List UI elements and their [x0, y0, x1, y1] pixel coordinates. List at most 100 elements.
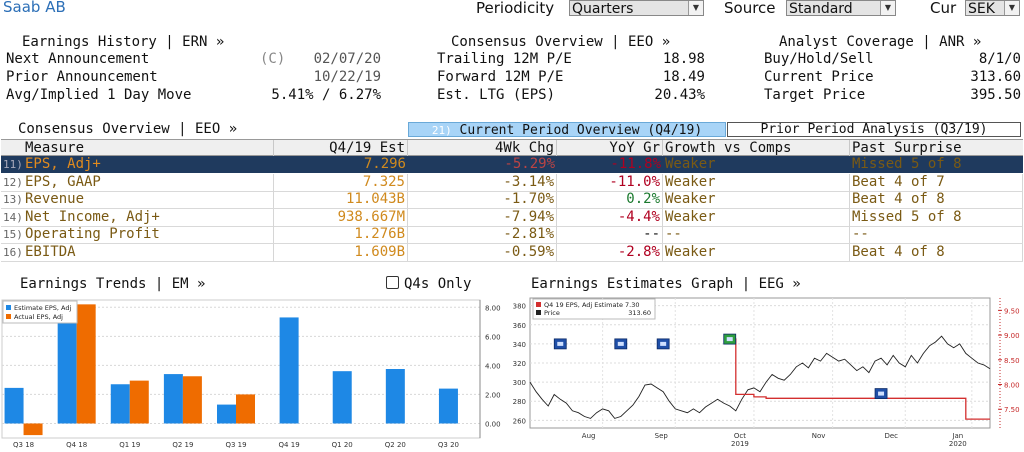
measure-cell[interactable]: EPS, GAAP — [23, 173, 274, 191]
table-row[interactable]: 16) EBITDA 1.609B -0.59% -2.8% Weaker Beat 4 o… — [1, 243, 1023, 262]
col-header-yoy[interactable]: YoY Gr — [557, 140, 663, 157]
event-marker-glyph — [617, 341, 624, 346]
table-row[interactable]: 11) EPS, Adj+ 7.296 -5.29% -11.8% Weaker Misse… — [1, 156, 1023, 173]
col-header-chg[interactable]: 4Wk Chg — [408, 140, 557, 157]
measure-cell[interactable]: Operating Profit — [23, 226, 274, 243]
growth-cell: Weaker — [663, 243, 850, 261]
ac-value: 395.50 — [970, 87, 1021, 103]
x-tick-label: Aug — [582, 432, 596, 440]
co-label: Trailing 12M P/E — [437, 51, 572, 67]
y-left-tick-label: 380 — [513, 303, 526, 311]
analyst-coverage-link[interactable]: Analyst Coverage | ANR » — [779, 34, 982, 50]
event-marker-glyph — [660, 341, 667, 346]
x-tick-label: Oct — [734, 432, 746, 440]
legend-value-price: 313.60 — [628, 309, 651, 317]
row-number: 13) — [3, 193, 23, 206]
price-line — [529, 335, 991, 419]
est-cell: 11.043B — [274, 191, 408, 208]
estimate-bar — [4, 387, 24, 424]
table-header: Measure Q4/19 Est 4Wk Chg YoY Gr Growth … — [1, 139, 1023, 157]
yoy-cell: -11.8% — [610, 156, 661, 172]
chevron-down-icon[interactable]: ▼ — [688, 1, 703, 15]
estimates-graph-link[interactable]: Earnings Estimates Graph | EEG » — [531, 276, 801, 292]
y-left-tick-label: 340 — [513, 341, 526, 349]
checkbox-icon[interactable] — [386, 276, 399, 289]
surprise-cell: Beat 4 of 7 — [850, 173, 1023, 191]
earnings-history-row: Next Announcement (C) 02/07/20 — [6, 51, 381, 67]
y-left-tick-label: 360 — [513, 322, 526, 330]
table-row[interactable]: 12) EPS, GAAP 7.325 -3.14% -11.0% Weaker Beat … — [1, 173, 1023, 192]
table-row[interactable]: 13) Revenue 11.043B -1.70% 0.2% Weaker Beat 4 … — [1, 191, 1023, 209]
earnings-estimates-chart: 260 280 300 320 340 360 380 7.50 8.00 8.50 9.00 9.5… — [513, 297, 1020, 448]
tab-prior-label: Prior Period Analysis (Q3/19) — [760, 122, 988, 137]
periodicity-select[interactable]: Quarters ▼ — [569, 0, 704, 17]
chg-cell: -7.94% — [408, 208, 557, 226]
measure-cell[interactable]: Net Income, Adj+ — [23, 208, 274, 226]
col-header-surprise[interactable]: Past Surprise — [852, 140, 962, 156]
consensus-overview-link[interactable]: Consensus Overview | EEO » — [451, 34, 671, 50]
y-tick-label: 4.00 — [485, 362, 501, 370]
actual-bar — [182, 376, 202, 424]
est-cell: 7.296 — [363, 156, 406, 172]
x-tick-label: Q3 20 — [438, 441, 459, 449]
tab-prior-period[interactable]: Prior Period Analysis (Q3/19) — [727, 122, 1021, 137]
consensus-row: Trailing 12M P/E 18.98 — [437, 51, 705, 67]
source-select[interactable]: Standard ▼ — [786, 0, 896, 17]
chevron-down-icon[interactable]: ▼ — [880, 1, 895, 15]
eh-label: Avg/Implied 1 Day Move — [6, 87, 192, 103]
q4s-only-toggle[interactable]: Q4s Only — [386, 276, 471, 292]
table-row[interactable]: 14) Net Income, Adj+ 938.667M -7.94% -4.4% We… — [1, 208, 1023, 227]
x-year-label: 2019 — [731, 440, 749, 448]
consensus-table: Measure Q4/19 Est 4Wk Chg YoY Gr Growth … — [1, 139, 1023, 262]
co-value: 20.43% — [654, 87, 705, 103]
legend-swatch-estimate — [536, 302, 541, 307]
y-right-tick-label: 8.00 — [1004, 382, 1020, 390]
y-right-tick-label: 9.50 — [1004, 307, 1020, 315]
legend-label-actual: Actual EPS, Adj — [14, 313, 63, 321]
x-year-label: 2020 — [949, 440, 967, 448]
x-tick-label: Sep — [655, 432, 669, 440]
est-cell: 1.609B — [274, 243, 408, 261]
co-value: 18.49 — [662, 69, 705, 85]
eh-value: 10/22/19 — [313, 69, 381, 85]
measure-cell[interactable]: Revenue — [23, 191, 274, 208]
row-number: 16) — [3, 245, 23, 259]
measure-cell[interactable]: EPS, Adj+ — [25, 156, 101, 172]
surprise-cell: Missed 5 of 8 — [850, 208, 1023, 226]
legend-swatch-price — [536, 310, 541, 315]
co-label: Forward 12M P/E — [437, 69, 564, 85]
y-tick-label: 8.00 — [485, 304, 501, 312]
currency-select[interactable]: SEK ▼ — [965, 0, 1020, 17]
x-tick-label: Q2 19 — [172, 441, 193, 449]
ac-label: Current Price — [764, 69, 874, 85]
analyst-row: Buy/Hold/Sell 8/1/0 — [764, 51, 1021, 67]
q4s-only-label: Q4s Only — [404, 276, 472, 292]
chevron-down-icon[interactable]: ▼ — [1004, 1, 1019, 15]
col-header-est[interactable]: Q4/19 Est — [274, 140, 408, 157]
estimate-line — [723, 338, 990, 420]
measure-cell[interactable]: EBITDA — [23, 243, 274, 261]
table-row[interactable]: 15) Operating Profit 1.276B -2.81% -- -- -- — [1, 226, 1023, 244]
yoy-cell: -- — [557, 226, 663, 243]
surprise-cell: Beat 4 of 8 — [850, 191, 1023, 208]
estimate-bar — [110, 384, 130, 424]
estimate-bar — [163, 374, 183, 424]
event-marker-glyph — [557, 341, 564, 346]
tab-current-period[interactable]: 21) Current Period Overview (Q4/19) — [408, 122, 726, 138]
col-header-measure[interactable]: Measure — [23, 140, 274, 157]
consensus-table-link[interactable]: Consensus Overview | EEO » — [18, 121, 238, 137]
x-tick-label: Q1 20 — [332, 441, 353, 449]
estimate-bar — [438, 388, 458, 424]
legend-swatch-actual — [6, 314, 11, 319]
legend-swatch-estimate — [6, 305, 11, 310]
periodicity-label: Periodicity — [476, 0, 555, 17]
y-left-tick-label: 280 — [513, 398, 526, 406]
surprise-cell: Missed 5 of 8 — [852, 156, 962, 172]
earnings-trends-link[interactable]: Earnings Trends | EM » — [20, 276, 206, 292]
estimate-bar — [217, 404, 236, 424]
col-header-growth[interactable]: Growth vs Comps — [663, 140, 850, 157]
y-left-tick-label: 320 — [513, 360, 526, 368]
actual-bar — [23, 423, 43, 436]
earnings-history-link[interactable]: Earnings History | ERN » — [22, 34, 225, 50]
growth-cell: Weaker — [663, 191, 850, 208]
